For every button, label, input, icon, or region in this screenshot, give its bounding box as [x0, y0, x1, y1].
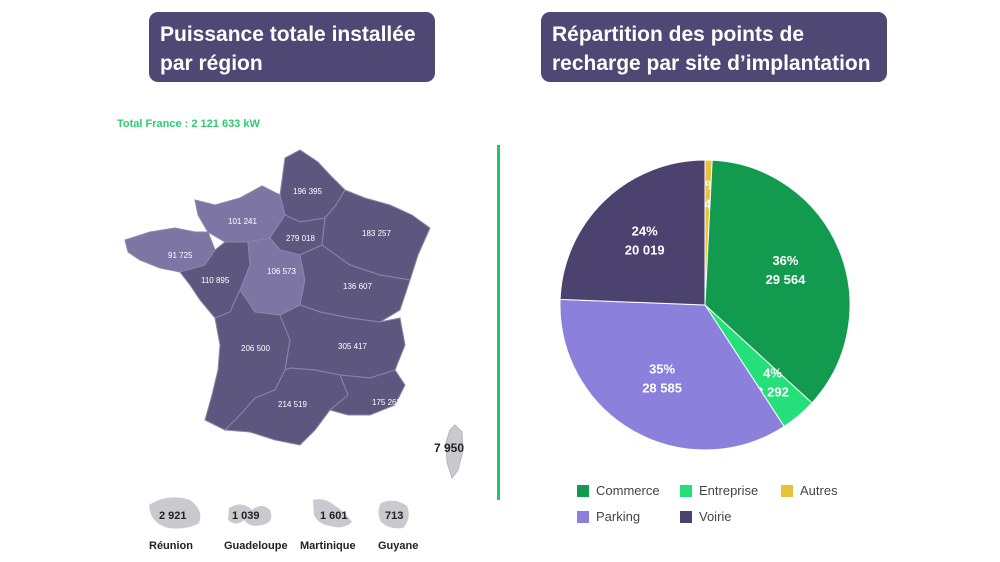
- legend-label-entreprise: Entreprise: [699, 483, 759, 498]
- value-ile-de-france: 279 018: [286, 234, 315, 243]
- martinique-shape: [313, 499, 352, 528]
- legend-autres: Autres: [781, 483, 838, 498]
- guadeloupe-value: 1 039: [232, 510, 260, 522]
- pie-value-label-parking: 28 585: [642, 381, 682, 396]
- value-corse: 7 950: [434, 441, 464, 455]
- martinique-value: 1 601: [320, 510, 348, 522]
- reunion-shape: [149, 497, 201, 529]
- value-auvergne-rhone-alpes: 305 417: [338, 342, 367, 351]
- value-bourgogne-franche-comte: 136 607: [343, 282, 372, 291]
- pie-value-label-voirie: 20 019: [625, 242, 665, 257]
- pie-pct-label-entreprise: 4%: [763, 366, 782, 381]
- total-france-label: Total France : 2 121 633 kW: [117, 118, 260, 130]
- value-grand-est: 183 257: [362, 229, 391, 238]
- guyane-shape: [378, 500, 409, 529]
- legend-swatch-parking: [577, 510, 589, 523]
- pie-pct-label-voirie: 24%: [632, 223, 658, 238]
- pie-value-label-commerce: 29 564: [766, 272, 807, 287]
- legend-entreprise: Entreprise: [680, 483, 758, 498]
- title-repartition-line2: recharge par site d’implantation: [552, 52, 871, 75]
- value-centre-val-de-loire: 106 573: [267, 267, 296, 276]
- panel-divider: [497, 145, 500, 500]
- guadeloupe-shape: [228, 504, 272, 526]
- region-bretagne: [124, 227, 216, 273]
- value-occitanie: 214 519: [278, 400, 307, 409]
- reunion-label: Réunion: [149, 540, 193, 552]
- legend-swatch-autres: [781, 484, 793, 497]
- pie-pct-label-parking: 35%: [649, 362, 675, 377]
- pie-slice-commerce: [704, 159, 851, 404]
- legend-label-commerce: Commerce: [596, 483, 660, 498]
- value-paca: 175 262: [372, 398, 401, 407]
- title-puissance-line1: Puissance totale installée: [160, 23, 416, 46]
- guadeloupe-label: Guadeloupe: [224, 540, 288, 552]
- legend-swatch-commerce: [577, 484, 589, 497]
- region-paca: [328, 369, 406, 416]
- legend-label-parking: Parking: [596, 509, 641, 524]
- france-region-map: 196 395 101 241 279 018 183 257 91 725 1…: [124, 149, 464, 529]
- value-normandie: 101 241: [228, 217, 257, 226]
- guyane-value: 713: [385, 510, 403, 522]
- legend-label-voirie: Voirie: [699, 509, 732, 524]
- title-repartition: Répartition des points de recharge par s…: [541, 12, 887, 82]
- title-puissance: Puissance totale installée par région: [149, 12, 435, 82]
- reunion-value: 2 921: [159, 510, 187, 522]
- value-hauts-de-france: 196 395: [293, 187, 322, 196]
- legend-swatch-voirie: [680, 510, 692, 523]
- value-nouvelle-aquitaine: 206 500: [241, 344, 270, 353]
- pie-slice-voirie: [559, 159, 706, 306]
- value-bretagne: 91 725: [168, 251, 193, 260]
- title-repartition-line1: Répartition des points de: [552, 23, 805, 46]
- region-corse: [445, 424, 464, 480]
- guyane-label: Guyane: [378, 540, 419, 552]
- legend-swatch-entreprise: [680, 484, 692, 497]
- legend-voirie: Voirie: [680, 509, 732, 524]
- value-pays-de-la-loire: 110 895: [201, 276, 230, 285]
- pie-slice-parking: [559, 298, 785, 451]
- martinique-label: Martinique: [300, 540, 356, 552]
- overseas-territories: 2 921 1 039 1 601 713: [149, 497, 409, 529]
- title-puissance-line2: par région: [160, 52, 263, 75]
- region-bourgogne-franche-comte: [299, 244, 411, 323]
- pie-pct-label-commerce: 36%: [772, 253, 798, 268]
- legend-parking: Parking: [577, 509, 640, 524]
- legend-commerce: Commerce: [577, 483, 660, 498]
- legend-label-autres: Autres: [800, 483, 838, 498]
